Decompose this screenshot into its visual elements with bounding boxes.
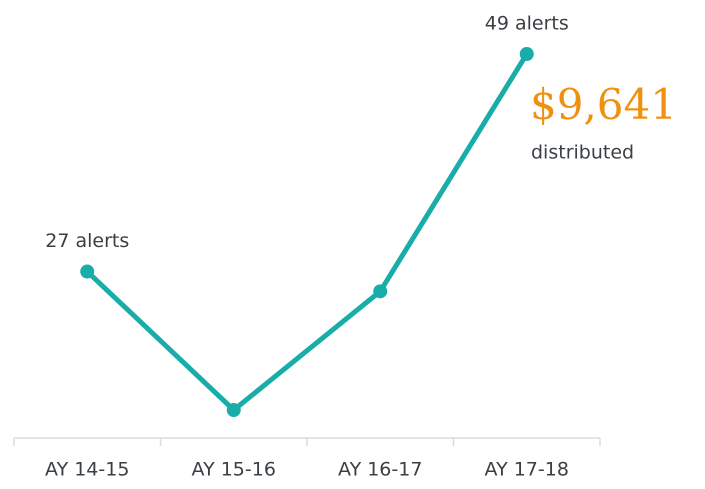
x-tick-label: AY 14-15 xyxy=(45,459,129,481)
point xyxy=(226,403,241,417)
amount: $9,641 xyxy=(530,80,677,129)
line xyxy=(85,52,529,413)
data-label: 49 alerts xyxy=(485,13,569,35)
x-tick-label: AY 17-18 xyxy=(485,459,569,481)
data-label: 27 alerts xyxy=(45,230,129,252)
x-tick-label: AY 16-17 xyxy=(338,459,422,481)
point xyxy=(373,284,388,299)
x-axis xyxy=(13,437,601,446)
amount-caption: distributed xyxy=(531,142,634,164)
point xyxy=(519,47,534,61)
x-tick-label: AY 15-16 xyxy=(192,459,276,481)
point xyxy=(80,264,95,279)
